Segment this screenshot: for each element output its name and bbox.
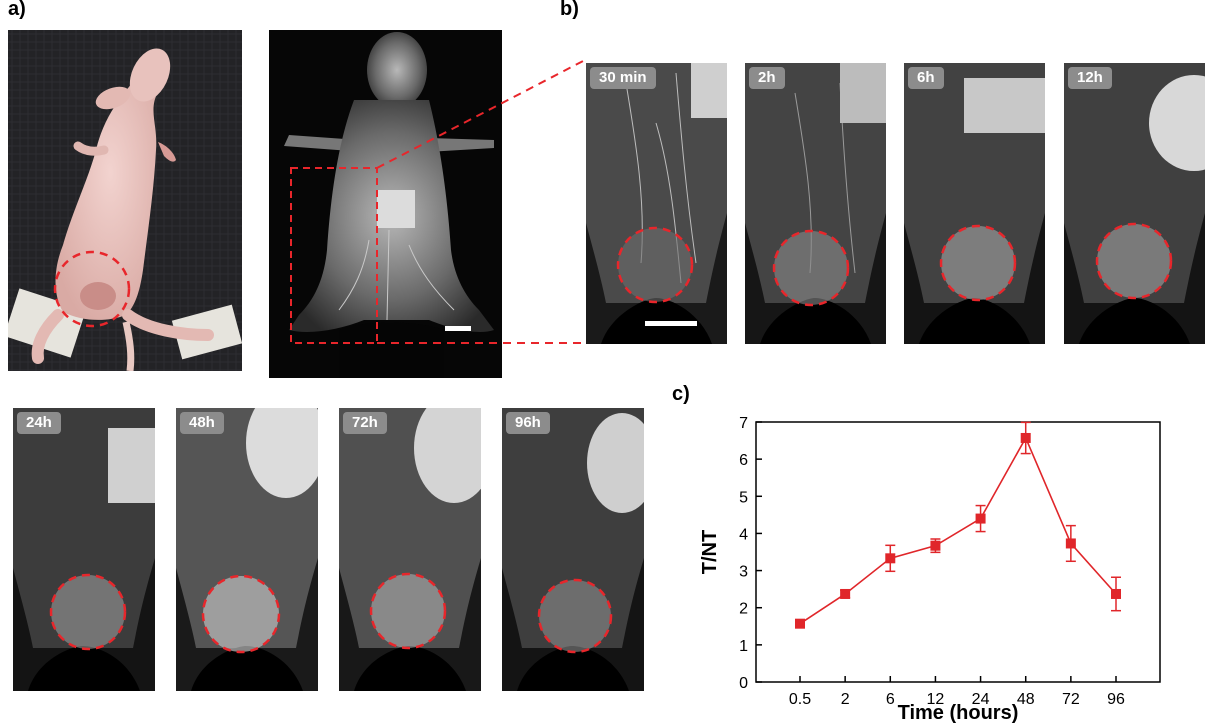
timepoint-tag: 48h: [180, 412, 224, 434]
y-tick-label: 5: [739, 489, 748, 506]
y-tick-label: 4: [739, 526, 748, 543]
series-line: [799, 436, 1117, 625]
data-point: [840, 588, 851, 599]
mouse-photo: [8, 30, 242, 371]
nir-12h-illustration: [1064, 63, 1205, 344]
tumor-circle: [537, 578, 613, 654]
whole-body-nir-image: [269, 30, 502, 378]
timepoint-tag: 12h: [1068, 67, 1112, 89]
panel-a-label: a): [8, 0, 26, 20]
x-tick-label: 96: [1107, 691, 1125, 708]
y-tick-label: 1: [739, 638, 748, 655]
panel-c-label: c): [672, 383, 690, 405]
nir-24h-illustration: [13, 408, 155, 691]
x-axis-label: Time (hours): [898, 702, 1019, 724]
nir-image-6h: 6h: [904, 63, 1045, 344]
zoom-region-box: [290, 167, 378, 344]
y-tick-label: 0: [739, 675, 748, 692]
nir-image-48h: 48h: [176, 408, 318, 691]
timepoint-tag: 2h: [749, 67, 785, 89]
y-tick-label: 6: [739, 452, 748, 469]
x-axis-ticks: 0.5 2 6 12 24 48 72 96: [789, 676, 1125, 708]
panel-b-label: b): [560, 0, 579, 20]
tumor-circle: [369, 572, 447, 650]
data-point: [975, 513, 986, 524]
y-tick-label: 3: [739, 564, 748, 581]
data-point: [795, 618, 805, 629]
x-tick-label: 12: [927, 691, 945, 708]
mouse-photo-illustration: [8, 30, 242, 371]
nir-image-12h: 12h: [1064, 63, 1205, 344]
nir-image-2h: 2h: [745, 63, 886, 344]
x-tick-label: 6: [886, 691, 895, 708]
nir-image-24h: 24h: [13, 408, 155, 691]
timepoint-tag: 24h: [17, 412, 61, 434]
x-tick-label: 24: [972, 691, 990, 708]
nir-96h-illustration: [502, 408, 644, 691]
tumor-circle: [53, 250, 131, 328]
data-point: [1065, 538, 1076, 549]
tumor-circle: [616, 226, 694, 304]
y-tick-label: 7: [739, 415, 748, 432]
nir-image-30min: 30 min: [586, 63, 727, 344]
nir-image-72h: 72h: [339, 408, 481, 691]
x-tick-label: 0.5: [789, 691, 811, 708]
y-tick-label: 2: [739, 601, 748, 618]
y-axis-label: T/NT: [699, 530, 721, 574]
plot-frame: [755, 421, 1161, 683]
series-group: [795, 421, 1121, 629]
nir-30min-illustration: [586, 63, 727, 344]
timepoint-tag: 30 min: [590, 67, 656, 89]
data-point: [1020, 432, 1031, 443]
timepoint-tag: 6h: [908, 67, 944, 89]
tumor-circle: [939, 224, 1017, 302]
data-point: [1111, 588, 1121, 599]
x-tick-label: 72: [1062, 691, 1080, 708]
tumor-circle: [49, 573, 127, 651]
nir-48h-illustration: [176, 408, 318, 691]
x-tick-label: 2: [841, 691, 850, 708]
nir-6h-illustration: [904, 63, 1045, 344]
timepoint-tag: 72h: [343, 412, 387, 434]
nir-image-96h: 96h: [502, 408, 644, 691]
scale-bar: [645, 321, 697, 326]
tumor-circle: [1095, 222, 1173, 300]
nir-72h-illustration: [339, 408, 481, 691]
data-point: [885, 553, 896, 564]
x-tick-label: 48: [1017, 691, 1035, 708]
whole-body-nir-illustration: [269, 30, 502, 378]
nir-2h-illustration: [745, 63, 886, 344]
tumor-circle: [201, 574, 281, 654]
scale-bar: [445, 326, 471, 331]
tumor-circle: [772, 229, 850, 307]
timepoint-tag: 96h: [506, 412, 550, 434]
data-point: [930, 540, 941, 551]
y-axis-ticks: 0 1 2 3 4 5 6 7: [739, 415, 762, 692]
